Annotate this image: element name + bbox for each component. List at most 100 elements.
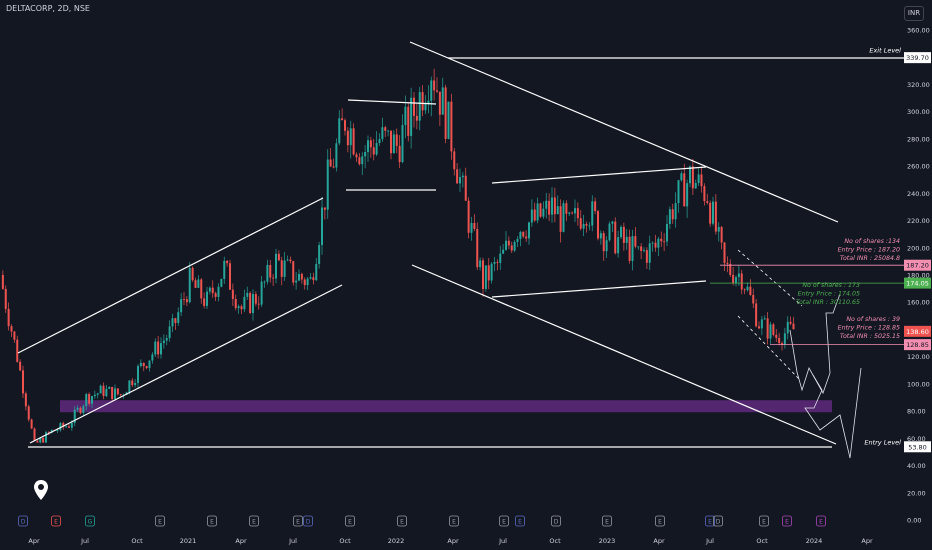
location-pin-icon[interactable] <box>34 480 48 500</box>
x-tick-label: Oct <box>339 537 351 545</box>
position-annotation: Total INR : 25084.8 <box>840 254 900 262</box>
candle-body <box>390 130 392 154</box>
candle-body <box>763 318 766 320</box>
event-marker: G <box>85 515 95 527</box>
candle-body <box>436 90 438 92</box>
candle-body <box>151 354 154 361</box>
candle-body <box>427 100 430 104</box>
svg-text:E: E <box>819 519 823 526</box>
candle-body <box>464 175 467 201</box>
candle-body <box>522 231 525 237</box>
candle-body <box>111 386 114 400</box>
candle-body <box>76 407 79 410</box>
candle-body <box>614 221 617 254</box>
candle-body <box>505 240 507 250</box>
candle-body <box>740 273 743 290</box>
candle-body <box>352 128 355 155</box>
candle-body <box>651 242 654 244</box>
candle-body <box>493 262 496 264</box>
candle-body <box>441 87 444 115</box>
candle-body <box>559 206 562 232</box>
candle-body <box>703 186 706 202</box>
candle-body <box>700 174 703 187</box>
x-tick-label: Oct <box>549 537 561 545</box>
x-tick-label: Apr <box>653 537 665 545</box>
candle-body <box>516 239 519 242</box>
candle-body <box>295 280 298 283</box>
candle-body <box>139 362 142 366</box>
candle-body <box>729 263 732 275</box>
event-marker: E <box>397 515 407 527</box>
event-marker: D <box>18 515 28 527</box>
svg-text:E: E <box>296 519 300 526</box>
candle-body <box>306 278 309 286</box>
svg-text:E: E <box>708 519 712 526</box>
candle-body <box>298 273 300 281</box>
candle-body <box>574 208 576 214</box>
candle-body <box>62 423 65 428</box>
candle-body <box>490 263 493 281</box>
candle-body <box>226 260 229 264</box>
trendline <box>491 166 707 184</box>
candle-body <box>73 409 76 423</box>
y-tick-label: 220.00 <box>907 217 930 225</box>
position-annotation: Entry Price : 187.20 <box>838 246 900 254</box>
candle-body <box>677 180 680 204</box>
event-marker: D <box>713 515 723 527</box>
candle-body <box>99 385 102 394</box>
candle-body <box>712 201 714 224</box>
candle-body <box>315 263 318 281</box>
svg-text:E: E <box>400 519 404 526</box>
candle-body <box>200 279 203 299</box>
candle-body <box>275 253 277 279</box>
candle-body <box>254 294 257 304</box>
entry-level-label: Entry Level <box>864 438 901 446</box>
candle-body <box>188 267 191 303</box>
svg-text:E: E <box>158 519 162 526</box>
candle-body <box>344 120 346 131</box>
candle-body <box>668 209 671 225</box>
candle-body <box>706 201 709 203</box>
candle-body <box>608 223 611 241</box>
svg-text:E: E <box>658 519 662 526</box>
candle-body <box>243 296 246 310</box>
candle-body <box>229 263 231 290</box>
dashed-channel <box>737 315 801 381</box>
candle-body <box>283 260 286 277</box>
event-marker: E <box>155 515 165 527</box>
candle-body <box>602 233 605 252</box>
candle-body <box>484 265 487 289</box>
event-marker: E <box>51 515 61 527</box>
candle-body <box>13 331 16 340</box>
candle-body <box>154 341 157 355</box>
svg-text:E: E <box>210 519 214 526</box>
event-marker: E <box>249 515 259 527</box>
candle-body <box>660 238 663 242</box>
candle-body <box>249 292 252 314</box>
candle-body <box>321 207 323 246</box>
y-tick-label: 20.00 <box>907 489 926 497</box>
candle-body <box>292 261 295 283</box>
candle-body <box>666 224 668 242</box>
candle-body <box>180 299 183 313</box>
candle-body <box>487 265 490 281</box>
candle-body <box>300 273 303 280</box>
candle-body <box>358 157 361 165</box>
candle-body <box>116 388 119 395</box>
candle-body <box>778 337 781 344</box>
candle-body <box>576 208 579 219</box>
x-tick-label: Oct <box>131 537 143 545</box>
candle-body <box>223 260 226 279</box>
candle-body <box>720 227 723 243</box>
candle-body <box>424 103 427 111</box>
event-marker: E <box>345 515 355 527</box>
candle-body <box>671 209 674 220</box>
x-tick-label: Apr <box>235 537 247 545</box>
candle-body <box>415 115 418 121</box>
currency-button[interactable]: INR <box>904 6 924 21</box>
event-marker: E <box>655 515 665 527</box>
candle-body <box>418 92 421 121</box>
event-marker: D <box>303 515 313 527</box>
event-marker: E <box>515 515 525 527</box>
